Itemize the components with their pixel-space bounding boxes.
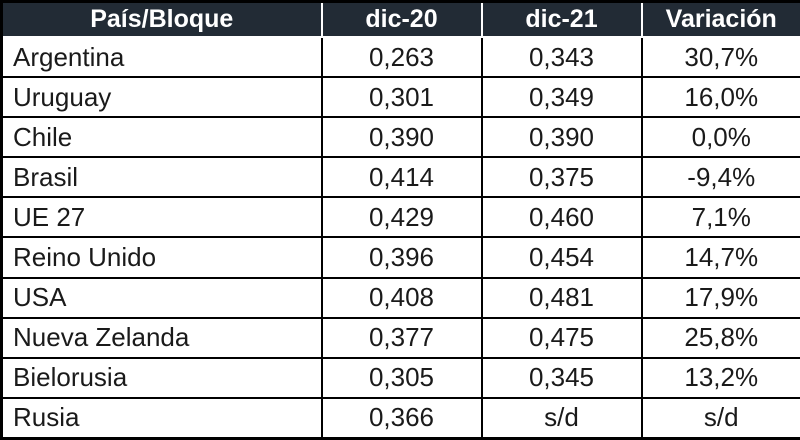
table-row: Argentina 0,263 0,343 30,7% (0, 35, 800, 79)
table-row: Nueva Zelanda 0,377 0,475 25,8% (0, 316, 800, 359)
cell-dic21: s/d (480, 396, 643, 440)
cell-variacion: 30,7% (640, 35, 800, 79)
cell-dic20: 0,390 (320, 116, 483, 159)
cell-dic21: 0,454 (480, 236, 643, 279)
cell-variacion: 7,1% (640, 196, 800, 239)
cell-dic21: 0,375 (480, 156, 643, 199)
header-pais-bloque: País/Bloque (0, 0, 323, 38)
cell-variacion: s/d (640, 396, 800, 440)
cell-dic20: 0,408 (320, 276, 483, 319)
cell-dic20: 0,366 (320, 396, 483, 440)
header-row: País/Bloque dic-20 dic-21 Variación (0, 0, 800, 38)
cell-dic21: 0,390 (480, 116, 643, 159)
cell-variacion: -9,4% (640, 156, 800, 199)
cell-dic20: 0,414 (320, 156, 483, 199)
cell-pais: Brasil (0, 156, 323, 199)
cell-variacion: 14,7% (640, 236, 800, 279)
cell-dic21: 0,460 (480, 196, 643, 239)
cell-variacion: 0,0% (640, 116, 800, 159)
header-dic-21: dic-21 (480, 0, 643, 38)
header-dic-20: dic-20 (320, 0, 483, 38)
cell-pais: UE 27 (0, 196, 323, 239)
cell-pais: Bielorusia (0, 356, 323, 399)
table-row: Reino Unido 0,396 0,454 14,7% (0, 236, 800, 279)
cell-dic21: 0,481 (480, 276, 643, 319)
cell-pais: Nueva Zelanda (0, 316, 323, 359)
cell-dic20: 0,305 (320, 356, 483, 399)
table-row: Rusia 0,366 s/d s/d (0, 396, 800, 440)
table-row: Uruguay 0,301 0,349 16,0% (0, 76, 800, 119)
cell-dic21: 0,345 (480, 356, 643, 399)
cell-dic20: 0,263 (320, 35, 483, 79)
cell-dic21: 0,349 (480, 76, 643, 119)
cell-variacion: 16,0% (640, 76, 800, 119)
table-row: Brasil 0,414 0,375 -9,4% (0, 156, 800, 199)
cell-variacion: 13,2% (640, 356, 800, 399)
cell-pais: Argentina (0, 35, 323, 79)
cell-dic20: 0,377 (320, 316, 483, 359)
table-row: USA 0,408 0,481 17,9% (0, 276, 800, 319)
cell-dic21: 0,343 (480, 35, 643, 79)
cell-dic20: 0,429 (320, 196, 483, 239)
cell-dic20: 0,396 (320, 236, 483, 279)
cell-pais: Rusia (0, 396, 323, 440)
table-row: Chile 0,390 0,390 0,0% (0, 116, 800, 159)
table-row: Bielorusia 0,305 0,345 13,2% (0, 356, 800, 399)
cell-pais: Uruguay (0, 76, 323, 119)
cell-pais: USA (0, 276, 323, 319)
cell-dic21: 0,475 (480, 316, 643, 359)
cell-variacion: 17,9% (640, 276, 800, 319)
cell-dic20: 0,301 (320, 76, 483, 119)
cell-pais: Chile (0, 116, 323, 159)
cell-pais: Reino Unido (0, 236, 323, 279)
table-row: UE 27 0,429 0,460 7,1% (0, 196, 800, 239)
header-variacion: Variación (640, 0, 800, 38)
cell-variacion: 25,8% (640, 316, 800, 359)
